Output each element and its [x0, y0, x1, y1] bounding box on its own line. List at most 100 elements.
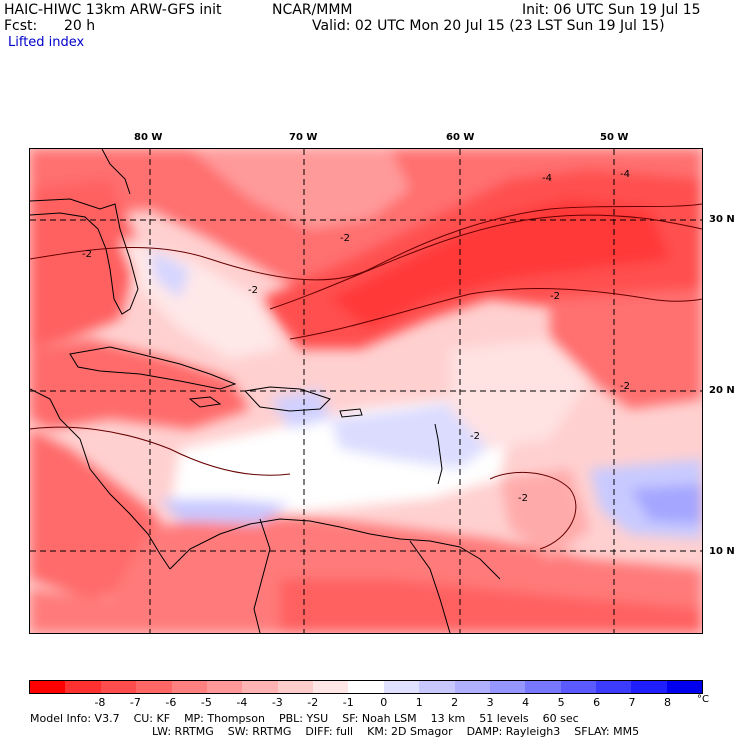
model-info-item: DAMP: Rayleigh3: [466, 725, 561, 738]
colorbar-swatch: [489, 681, 526, 693]
lon-label-50w: 50 W: [600, 132, 629, 143]
central-america-coast: [30, 388, 171, 570]
colorbar-tick-label: 3: [486, 696, 494, 709]
colorbar-tick-label: 7: [628, 696, 636, 709]
colorbar-unit: °C: [697, 694, 709, 705]
contour-label: -2: [248, 285, 258, 296]
contour-minus4: [269, 214, 702, 310]
coastlines: [30, 149, 501, 633]
colorbar-swatch: [666, 681, 703, 693]
puerto-rico-outline: [339, 408, 363, 418]
lon-label-60w: 60 W: [446, 132, 475, 143]
colombia-border: [253, 518, 271, 633]
colorbar-tick-label: 8: [664, 696, 672, 709]
colorbar-tick-label: 0: [380, 696, 388, 709]
map-canvas: -2 -2 -2 -2 -4 -4 -2 -2 -2: [30, 149, 702, 633]
colorbar-tick-label: 2: [451, 696, 459, 709]
south-america-coast: [169, 518, 461, 570]
colorbar-swatch: [206, 681, 243, 693]
model-info-item: Model Info: V3.7: [30, 712, 120, 725]
cuba-outline: [69, 346, 237, 390]
contour-label: -2: [340, 233, 350, 244]
model-title: HAIC-HIWC 13km ARW-GFS init: [4, 2, 222, 18]
florida-coast: [30, 198, 139, 315]
model-info-item: SW: RRTMG: [227, 725, 292, 738]
model-info-item: 60 sec: [542, 712, 579, 725]
colorbar-swatch: [136, 681, 172, 693]
east-unstable-region: [550, 289, 702, 409]
lesser-antilles: [434, 423, 443, 485]
colorbar-tick-label: -6: [165, 696, 177, 709]
colorbar-swatch: [383, 681, 420, 693]
center-name: NCAR/MMM: [272, 2, 353, 18]
model-info-item: LW: RRTMG: [152, 725, 214, 738]
model-info-item: KM: 2D Smagor: [367, 725, 453, 738]
colorbar-tick-label: 6: [593, 696, 601, 709]
forecast-hour: 20 h: [64, 18, 96, 34]
georgia-coast: [101, 149, 131, 195]
lon-label-80w: 80 W: [134, 132, 163, 143]
colorbar-tick-label: -4: [236, 696, 248, 709]
colorbar-swatch: [65, 681, 101, 693]
colorbar-swatch: [171, 681, 207, 693]
jamaica-outline: [188, 396, 222, 408]
east-stable-core: [630, 484, 702, 524]
colorbar-swatch: [631, 681, 667, 693]
colorbar-tick-label: -5: [200, 696, 212, 709]
colorbar-swatch: [348, 681, 384, 693]
model-info-line2: LW: RRTMG SW: RRTMG DIFF: full KM: 2D Smago…: [152, 725, 653, 738]
venezuela-border: [409, 540, 451, 633]
cuba-unstable-region: [30, 339, 250, 429]
colorbar-tick-label: -7: [129, 696, 141, 709]
contours: [30, 203, 702, 550]
colorbar-tick-label: -2: [307, 696, 319, 709]
colorbar-tick-label: 1: [415, 696, 423, 709]
colorbar-tick-label: -3: [271, 696, 283, 709]
lat-label-10n: 10 N: [709, 546, 735, 557]
colorbar-swatch: [242, 681, 278, 693]
lifted-index-map: -2 -2 -2 -2 -4 -4 -2 -2 -2: [29, 148, 703, 634]
model-info-item: 51 levels: [479, 712, 529, 725]
contour-label: -2: [518, 493, 528, 504]
contour-label: -4: [620, 169, 630, 180]
hispaniola-outline: [243, 386, 331, 412]
model-info-item: MP: Thompson: [184, 712, 265, 725]
model-info-line1: Model Info: V3.7 CU: KF MP: Thompson PBL: Y…: [30, 712, 593, 725]
model-info-item: CU: KF: [133, 712, 171, 725]
contour-label: -2: [620, 381, 630, 392]
colorbar-swatch: [525, 681, 561, 693]
colorbar-swatch: [560, 681, 596, 693]
hispaniola-stable-spot: [270, 389, 330, 429]
model-info-item: PBL: YSU: [278, 712, 329, 725]
guyana-coast: [459, 546, 501, 580]
colorbar-tick-label: 5: [557, 696, 565, 709]
colorbar-tick-label: -1: [342, 696, 354, 709]
colorbar-swatch: [100, 681, 137, 693]
colorbar-tick-label: 4: [522, 696, 530, 709]
lat-label-30n: 30 N: [709, 214, 735, 225]
caribbean-stable-strip: [160, 499, 290, 524]
forecast-label: Fcst:: [4, 18, 38, 34]
model-info-item: 13 km: [430, 712, 466, 725]
contour-label: -4: [542, 173, 552, 184]
field-name: Lifted index: [8, 35, 85, 50]
colorbar-swatch: [596, 681, 632, 693]
lon-label-70w: 70 W: [289, 132, 318, 143]
atlantic-moderate-region: [500, 469, 590, 559]
contour-labels: -2 -2 -2 -2 -4 -4 -2 -2 -2: [82, 169, 630, 504]
contour-label: -2: [550, 291, 560, 302]
gulf-unstable-region: [30, 179, 140, 349]
init-time: Init: 06 UTC Sun 19 Jul 15: [522, 2, 701, 18]
colorbar-tick-label: -8: [94, 696, 106, 709]
field-shading: [30, 149, 702, 633]
lat-label-20n: 20 N: [709, 385, 735, 396]
contour-minus2-atlantic: [489, 471, 577, 550]
bahamas-stable-spot: [150, 249, 190, 299]
contour-minus2-north: [30, 203, 702, 281]
colorbar-swatch: [313, 681, 349, 693]
north-moderate-region: [190, 149, 410, 229]
colorbar: [29, 680, 703, 694]
diagonal-core: [330, 199, 670, 329]
model-info-item: DIFF: full: [305, 725, 354, 738]
colorbar-swatch: [454, 681, 490, 693]
